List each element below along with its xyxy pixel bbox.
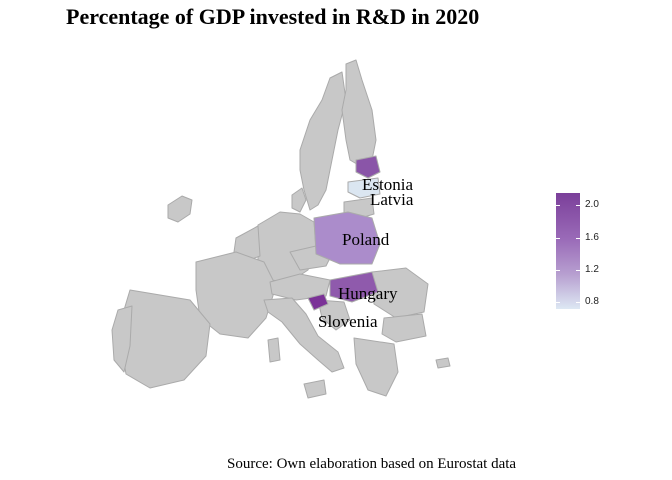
map-title: Percentage of GDP invested in R&D in 202… xyxy=(66,4,480,29)
country-sicily xyxy=(303,379,327,399)
label-slovenia: Slovenia xyxy=(318,312,378,331)
label-latvia: Latvia xyxy=(370,190,414,209)
country-ireland xyxy=(167,195,193,223)
country-denmark xyxy=(291,187,307,213)
label-estonia: Estonia xyxy=(362,175,413,194)
legend-tick-label: 1.2 xyxy=(585,264,599,275)
country-greece xyxy=(353,337,399,397)
legend-tick-label: 1.6 xyxy=(585,232,599,243)
country-sweden xyxy=(299,71,347,211)
country-romania xyxy=(371,267,429,319)
country-austria xyxy=(269,273,331,301)
country-slovenia xyxy=(307,293,329,311)
country-bulgaria xyxy=(381,313,427,343)
legend-gradient-bar xyxy=(556,193,580,309)
legend-tick-label: 2.0 xyxy=(585,199,599,210)
country-sardinia xyxy=(267,337,281,363)
country-poland xyxy=(313,211,381,265)
country-italy xyxy=(263,297,345,373)
country-france xyxy=(195,251,277,339)
label-poland: Poland xyxy=(342,230,390,249)
country-finland xyxy=(341,59,377,167)
country-spain xyxy=(119,289,211,389)
label-hungary: Hungary xyxy=(338,284,398,303)
country-portugal xyxy=(111,305,133,373)
country-hungary xyxy=(329,271,379,303)
legend-tick-label: 0.8 xyxy=(585,296,599,307)
country-croatia xyxy=(317,299,351,331)
country-latvia xyxy=(347,177,381,199)
source-caption: Source: Own elaboration based on Eurosta… xyxy=(227,456,517,472)
country-cyprus xyxy=(435,357,451,369)
country-estonia xyxy=(355,155,381,179)
